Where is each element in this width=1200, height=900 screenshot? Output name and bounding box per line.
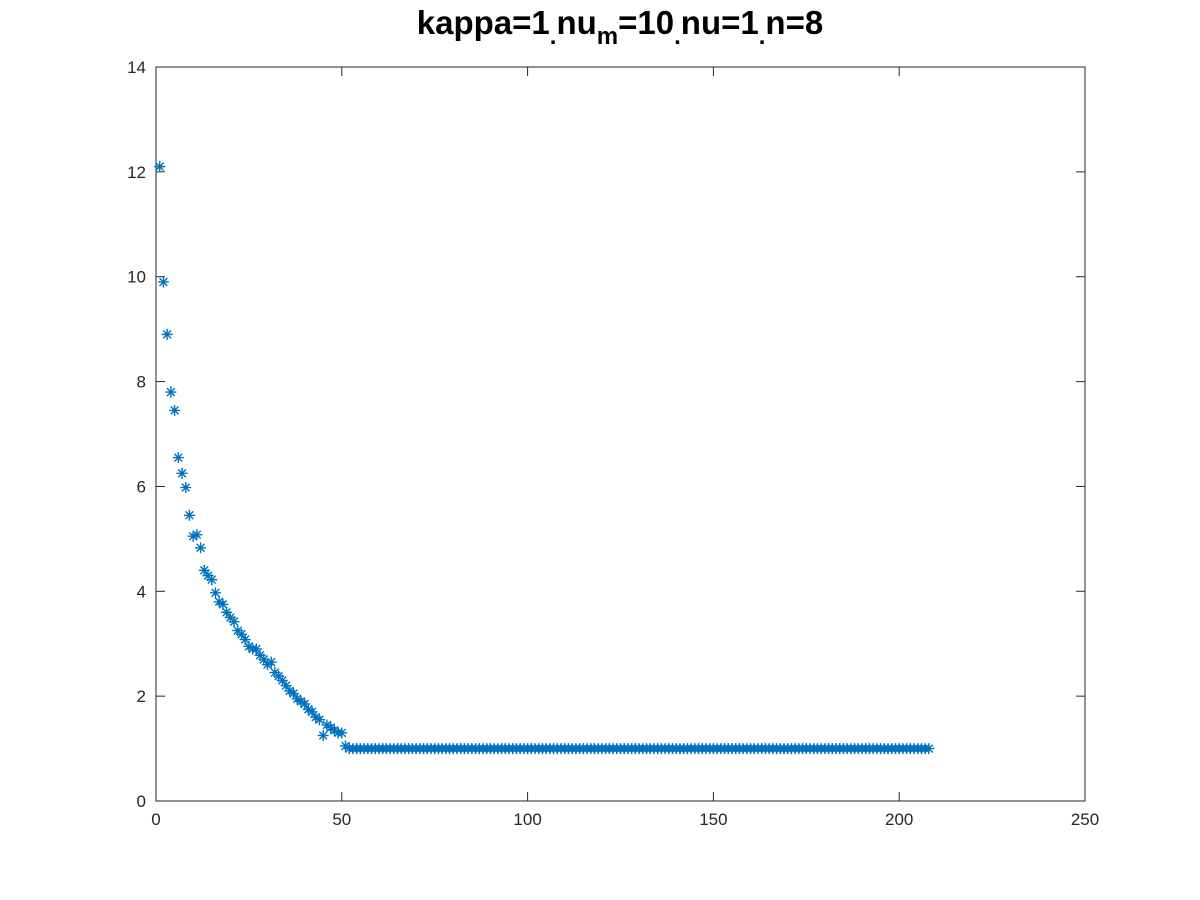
point	[321, 719, 333, 731]
x-tick-label: 100	[513, 810, 541, 829]
point	[291, 693, 303, 705]
point	[221, 606, 233, 618]
x-tick-label: 0	[151, 810, 160, 829]
point	[328, 724, 340, 736]
point	[276, 674, 288, 686]
title-part: kappa=1	[417, 4, 550, 41]
point	[254, 649, 266, 661]
y-tick-label: 2	[137, 687, 146, 706]
point	[336, 727, 348, 739]
point	[265, 656, 277, 668]
title-part: .	[759, 23, 766, 50]
point	[258, 653, 270, 665]
point	[206, 574, 218, 586]
point	[169, 404, 181, 416]
point	[209, 587, 221, 599]
x-tick-label: 250	[1071, 810, 1099, 829]
point	[239, 634, 251, 646]
chart-title: kappa=1.num=10.nu=1.n=8	[417, 4, 823, 50]
point	[280, 680, 292, 692]
point	[261, 659, 273, 671]
point	[154, 161, 166, 173]
point	[157, 276, 169, 288]
point	[187, 530, 199, 542]
point	[310, 711, 322, 723]
point	[198, 564, 210, 576]
y-tick-label: 14	[127, 58, 146, 77]
y-tick-label: 0	[137, 792, 146, 811]
point	[273, 670, 285, 682]
point	[180, 481, 192, 493]
point	[250, 643, 262, 655]
point	[213, 596, 225, 608]
point	[183, 509, 195, 521]
point	[235, 628, 247, 640]
point	[191, 529, 203, 541]
axes-box	[155, 66, 1086, 802]
title-part: .	[550, 23, 557, 50]
point	[325, 722, 337, 734]
x-tick-label: 50	[332, 810, 351, 829]
point	[195, 542, 207, 554]
point	[295, 695, 307, 707]
point	[176, 467, 188, 479]
point	[340, 740, 352, 752]
title-part: =10	[618, 4, 674, 41]
point	[299, 698, 311, 710]
y-tick-label: 6	[137, 477, 146, 496]
point	[217, 598, 229, 610]
point	[302, 703, 314, 715]
point	[287, 688, 299, 700]
point	[161, 328, 173, 340]
point	[923, 743, 935, 755]
point	[224, 612, 236, 623]
y-tick-label: 10	[127, 268, 146, 287]
title-part: m	[597, 23, 618, 50]
point	[306, 706, 318, 718]
title-part: n=8	[765, 4, 823, 41]
point	[243, 640, 255, 652]
point	[314, 714, 326, 726]
title-part: nu=1	[681, 4, 759, 41]
title-part: nu	[556, 4, 596, 41]
x-tick-label: 200	[885, 810, 913, 829]
point	[202, 570, 214, 582]
point	[165, 386, 177, 398]
title-part: .	[674, 23, 681, 50]
point	[228, 616, 240, 628]
point	[172, 452, 184, 464]
x-tick-label: 150	[699, 810, 727, 829]
point	[317, 729, 329, 741]
y-tick-label: 12	[127, 163, 146, 182]
y-tick-label: 4	[137, 582, 146, 601]
y-tick-label: 8	[137, 373, 146, 392]
point	[284, 685, 296, 697]
